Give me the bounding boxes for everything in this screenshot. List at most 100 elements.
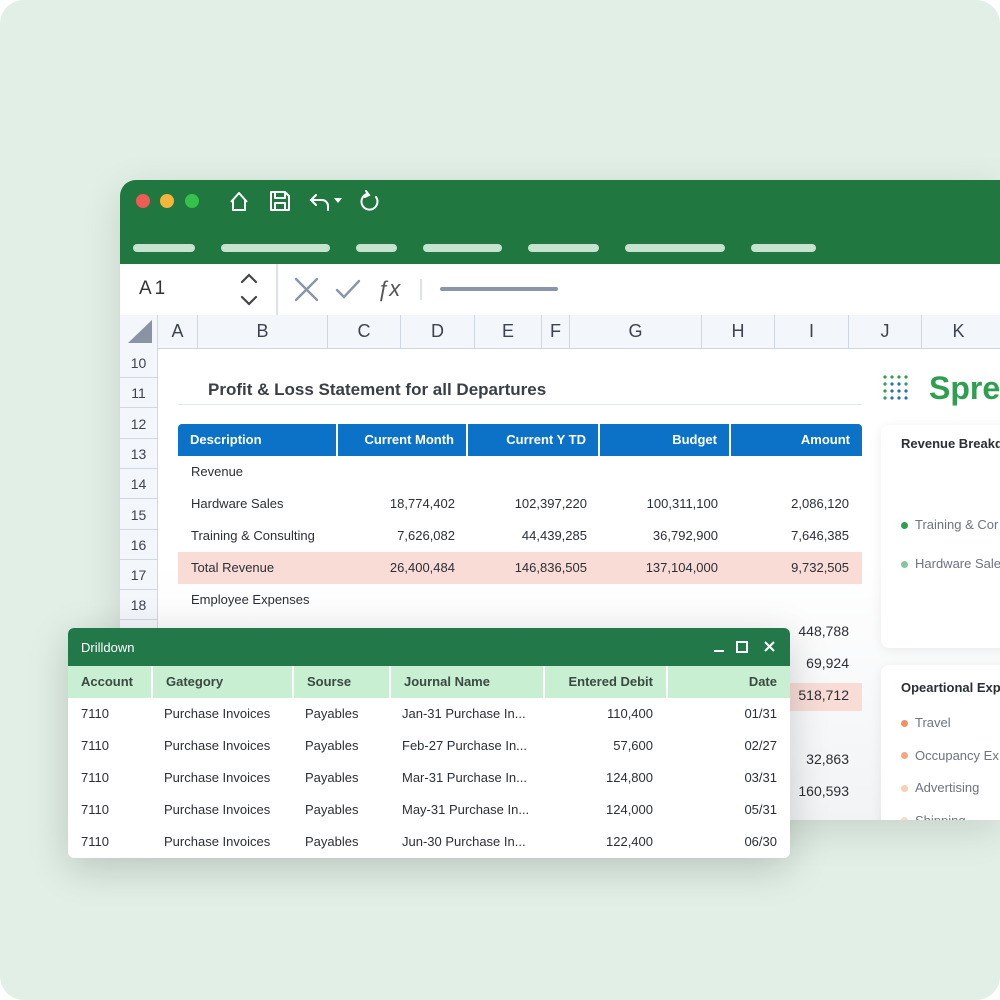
row-header[interactable]: 10: [120, 348, 157, 378]
confirm-icon[interactable]: [335, 279, 361, 299]
drilldown-cell: 01/31: [744, 706, 777, 721]
close-button[interactable]: [764, 641, 775, 652]
table-cell: 146,836,505: [514, 560, 587, 575]
drilldown-header[interactable]: Gategory: [151, 666, 292, 698]
drilldown-cell: 02/27: [744, 738, 777, 753]
column-header[interactable]: E: [474, 315, 541, 348]
table-cell: 36,792,900: [652, 528, 718, 543]
legend-label: Shipping: [915, 812, 966, 821]
menu-item[interactable]: [751, 244, 816, 252]
drilldown-header[interactable]: Account: [81, 674, 133, 689]
column-header[interactable]: D: [400, 315, 474, 348]
drilldown-title-bar: Drilldown: [68, 628, 790, 666]
formula-icons: [240, 264, 558, 315]
table-cell: 518,712: [798, 687, 849, 703]
drilldown-cell: Mar-31 Purchase In...: [402, 770, 527, 785]
table-header: Amount: [731, 424, 862, 456]
table-cell: 18,774,402: [389, 496, 455, 511]
legend-dot: [901, 752, 908, 759]
drilldown-header[interactable]: Entered Debit: [543, 666, 666, 698]
sheet-area: Profit & Loss Statement for all Departur…: [120, 180, 1000, 820]
menu-item[interactable]: [221, 244, 330, 252]
drilldown-cell: Purchase Invoices: [164, 738, 271, 753]
legend-dot: [901, 719, 908, 727]
menu-item[interactable]: [423, 244, 502, 252]
table-cell: 137,104,000: [645, 560, 718, 575]
drilldown-cell: 03/31: [744, 770, 777, 785]
menu-item[interactable]: [356, 244, 397, 252]
table-cell: 7,626,082: [397, 528, 455, 543]
title-bar: [120, 180, 1000, 264]
drilldown-cell: May-31 Purchase In...: [402, 802, 530, 817]
logo-text: Spre: [929, 370, 1000, 406]
legend-label: Training & Cor: [915, 517, 999, 532]
maximize-button[interactable]: [736, 641, 748, 653]
menu-item[interactable]: [133, 244, 195, 252]
column-header[interactable]: J: [848, 315, 921, 348]
drilldown-cell: 7110: [81, 802, 109, 817]
legend-label: Advertising: [915, 780, 980, 795]
undo-icon[interactable]: [309, 194, 329, 211]
cell-reference[interactable]: A1: [139, 278, 169, 299]
drilldown-cell: Payables: [305, 802, 359, 817]
table-header: Budget: [600, 424, 729, 456]
column-header[interactable]: F: [541, 315, 569, 348]
select-all[interactable]: [120, 315, 157, 348]
menu-item[interactable]: [625, 244, 725, 252]
table-cell: Total Revenue: [191, 560, 275, 575]
save-icon[interactable]: [270, 191, 290, 211]
legend-dot: [901, 560, 908, 568]
column-header[interactable]: C: [327, 315, 400, 348]
drilldown-cell: 7110: [81, 738, 109, 753]
column-header[interactable]: H: [701, 315, 774, 348]
row-header[interactable]: 17: [120, 560, 157, 591]
drilldown-title: Drilldown: [81, 640, 135, 655]
drilldown-header[interactable]: Journal Name: [389, 666, 543, 698]
row-header[interactable]: 15: [120, 500, 157, 530]
table-cell: 448,788: [798, 623, 849, 639]
table-header: Description: [178, 424, 336, 456]
minimize-dot[interactable]: [160, 194, 174, 208]
drilldown-cell: 124,800: [606, 770, 653, 785]
row-header[interactable]: 16: [120, 530, 157, 560]
drilldown-cell: 7110: [81, 770, 109, 785]
drilldown-header[interactable]: Sourse: [292, 666, 389, 698]
table-cell: Training & Consulting: [191, 528, 315, 543]
highlight-band: [790, 683, 862, 711]
legend-dot: [901, 784, 908, 792]
expenses-title: Opeartional Exp: [901, 680, 1000, 695]
column-header[interactable]: G: [569, 315, 701, 348]
row-header[interactable]: 11: [120, 378, 157, 409]
column-header[interactable]: I: [774, 315, 848, 348]
table-cell: 160,593: [798, 783, 849, 799]
cancel-icon[interactable]: [294, 277, 319, 302]
column-header[interactable]: B: [197, 315, 327, 348]
undo-dropdown[interactable]: [334, 198, 342, 203]
title-underline: [178, 404, 862, 405]
close-dot[interactable]: [136, 194, 150, 208]
row-header[interactable]: 12: [120, 409, 157, 439]
column-header[interactable]: A: [157, 315, 197, 348]
drilldown-cell: 06/30: [744, 834, 777, 849]
drilldown-header[interactable]: Date: [666, 666, 790, 698]
cell-ref-spinner[interactable]: [240, 273, 258, 306]
home-icon[interactable]: [230, 192, 248, 211]
drilldown-cell: 122,400: [606, 834, 653, 849]
drilldown-cell: 7110: [81, 706, 109, 721]
drilldown-cell: Payables: [305, 770, 359, 785]
column-header[interactable]: K: [921, 315, 995, 348]
drilldown-cell: Feb-27 Purchase In...: [402, 738, 528, 753]
drilldown-cell: Payables: [305, 706, 359, 721]
menu-item[interactable]: [528, 244, 599, 252]
row-header[interactable]: 13: [120, 439, 157, 469]
maximize-dot[interactable]: [185, 194, 199, 208]
table-cell: 2,086,120: [791, 496, 849, 511]
drilldown-cell: 110,400: [606, 706, 653, 721]
refresh-icon[interactable]: [360, 190, 379, 211]
row-header[interactable]: 14: [120, 469, 157, 500]
fx-icon[interactable]: ƒx: [377, 276, 401, 301]
row-header[interactable]: 18: [120, 590, 157, 621]
